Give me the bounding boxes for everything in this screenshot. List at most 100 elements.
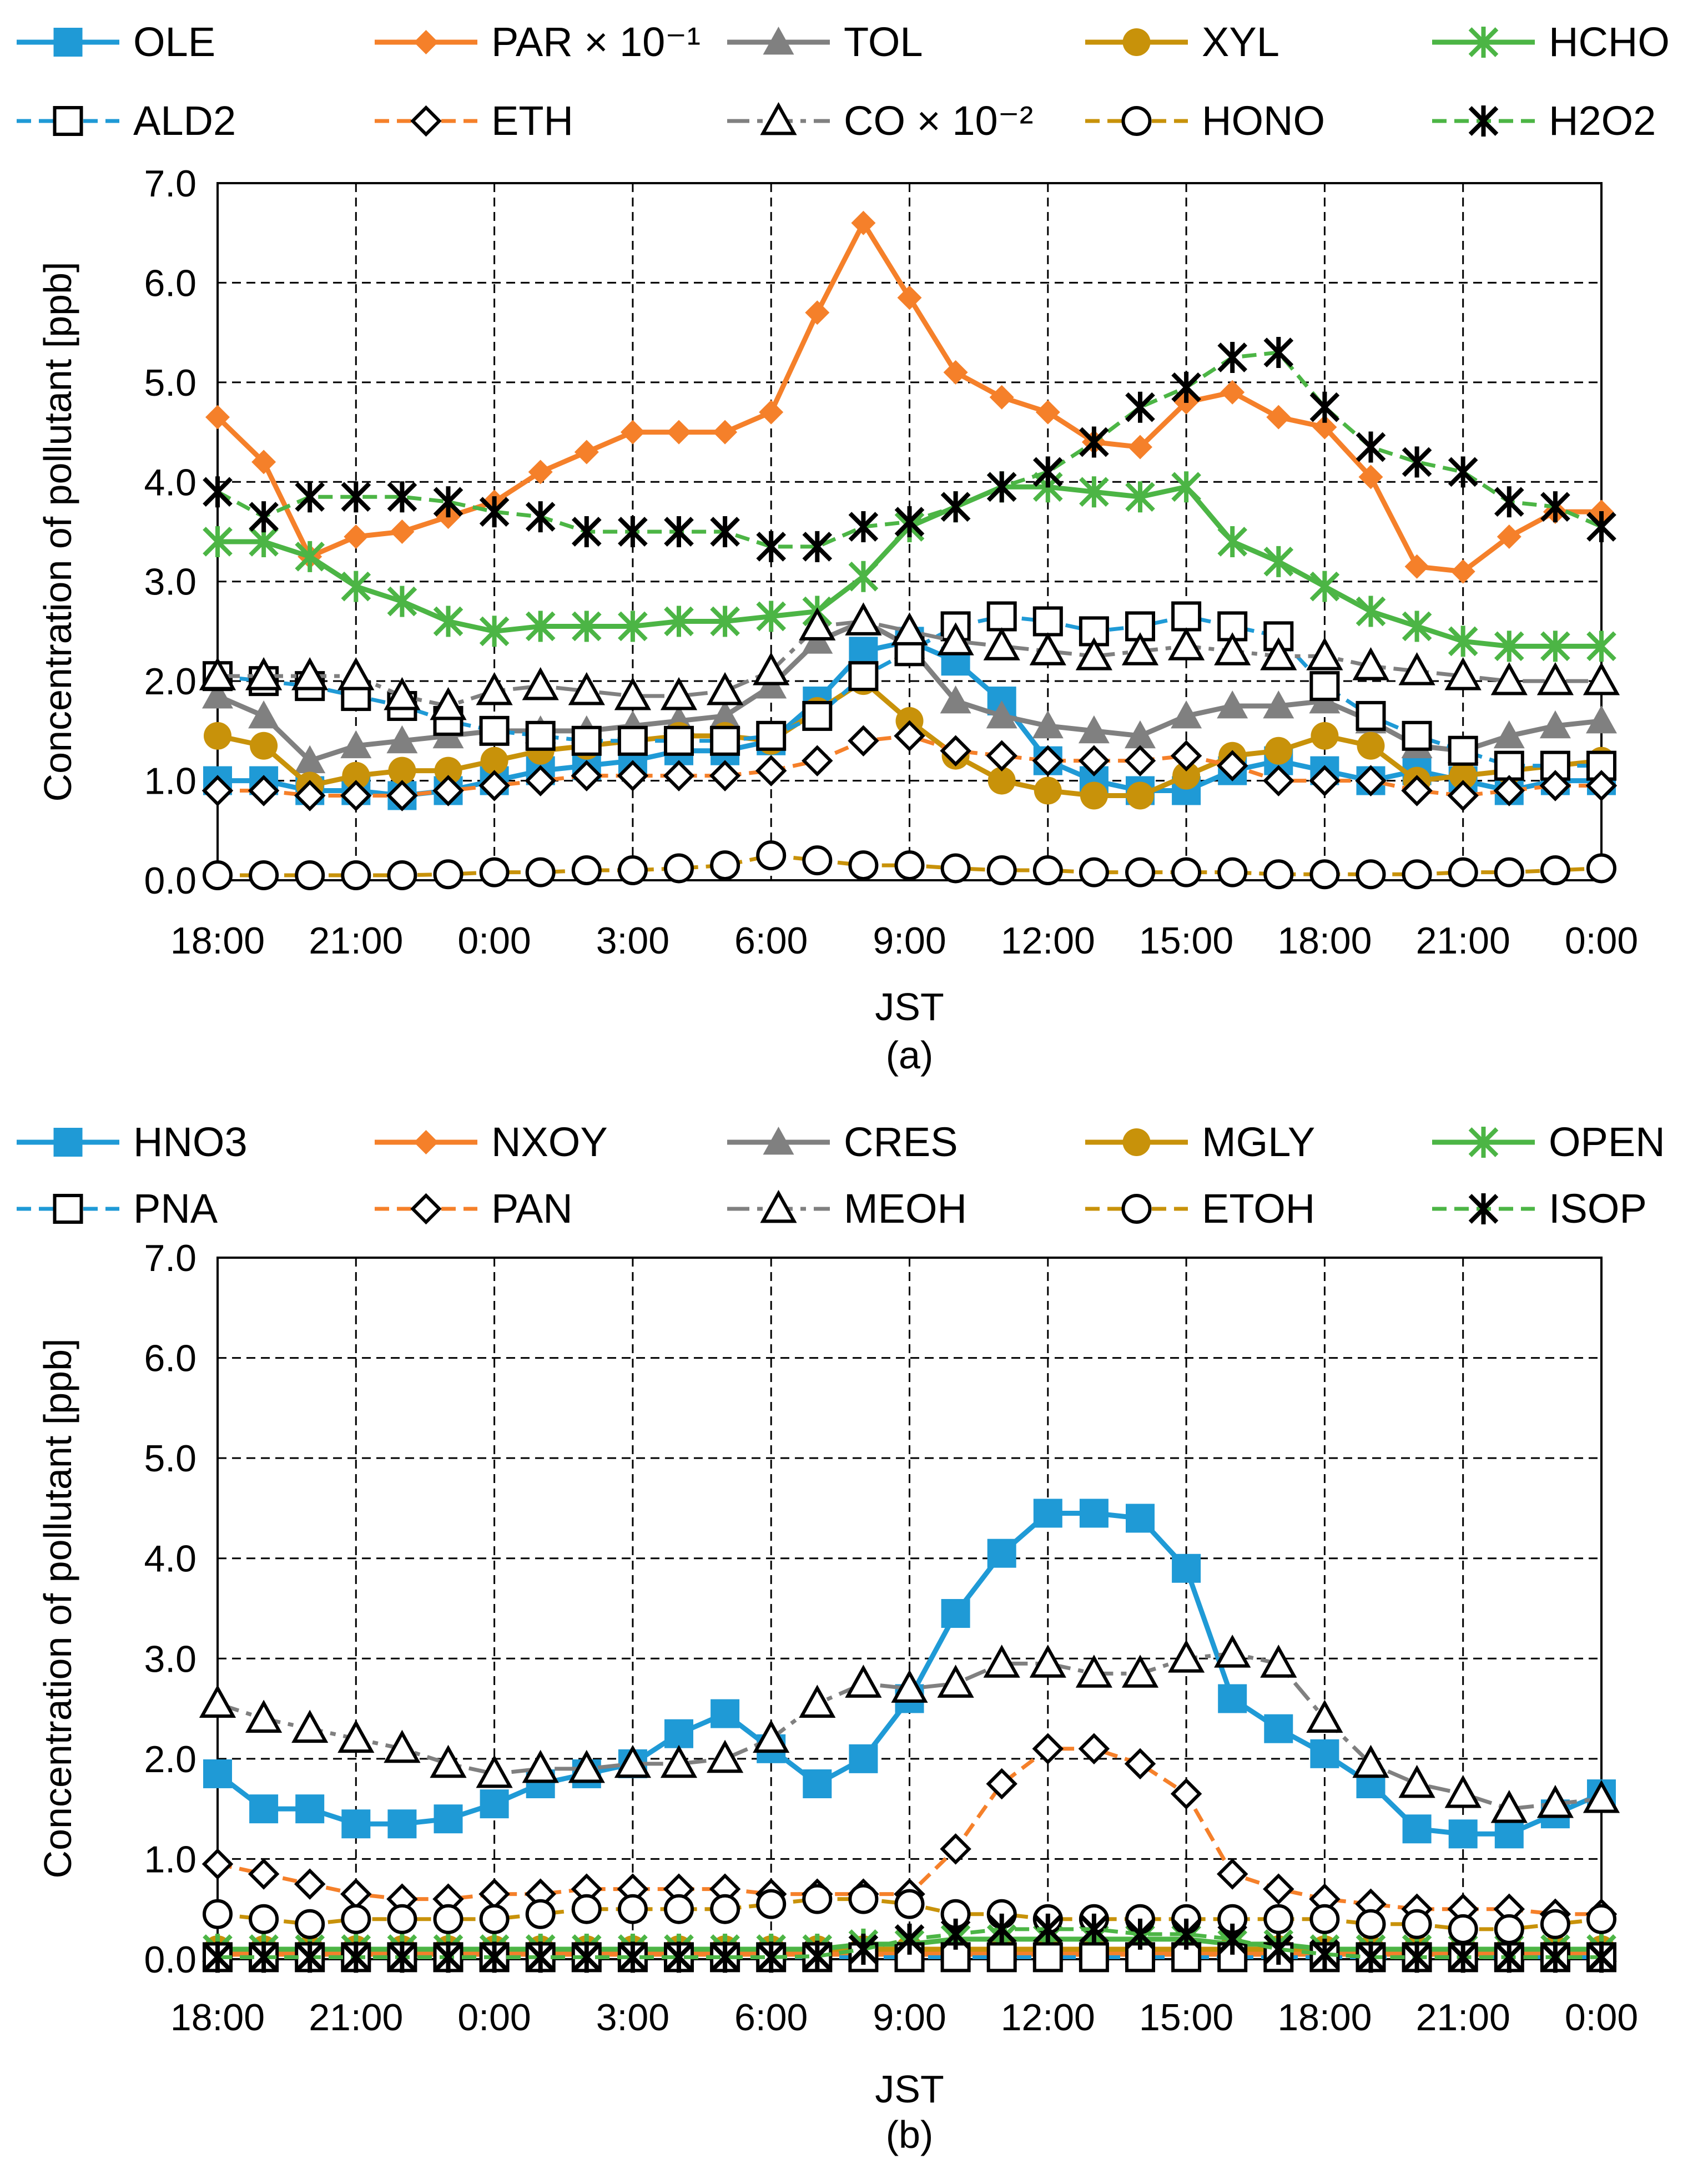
- data-point: [799, 1684, 836, 1718]
- legend-item: OPEN: [1432, 1119, 1665, 1165]
- data-point: [986, 700, 1017, 729]
- data-point: [937, 1664, 974, 1698]
- data-point: [1217, 1923, 1248, 1955]
- y-tick-label: 3.0: [144, 1638, 197, 1680]
- data-point: [430, 687, 467, 720]
- data-point: [1310, 1739, 1339, 1768]
- legend: OLE PAR × 10⁻¹ TOL XYL HCHO ALD2 ETH CO × 10⁻² H…: [17, 19, 1670, 144]
- data-point: [434, 756, 462, 785]
- y-tick-label: 1.0: [144, 760, 197, 803]
- data-point: [664, 853, 694, 884]
- legend-marker: [414, 1130, 439, 1154]
- data-point: [248, 775, 280, 806]
- data-point: [434, 1804, 463, 1834]
- data-point: [1125, 720, 1156, 749]
- data-point: [983, 1645, 1020, 1678]
- x-tick-label: 0:00: [457, 920, 531, 962]
- legend-label: MGLY: [1202, 1119, 1315, 1165]
- data-point: [387, 1809, 417, 1839]
- data-point: [940, 853, 971, 884]
- data-point: [1448, 626, 1478, 657]
- data-point: [1444, 1774, 1482, 1808]
- data-point: [664, 1941, 694, 1973]
- data-point: [1078, 1733, 1110, 1765]
- data-point: [203, 476, 233, 508]
- data-point: [664, 516, 694, 547]
- data-point: [1217, 690, 1248, 719]
- data-point: [1029, 632, 1066, 665]
- y-tick-label: 7.0: [144, 163, 197, 205]
- data-point: [660, 677, 698, 710]
- data-point: [384, 677, 421, 710]
- legend-item: PAN: [375, 1186, 573, 1232]
- data-point: [202, 680, 233, 709]
- data-point: [476, 1754, 513, 1788]
- data-point: [713, 420, 738, 445]
- data-point: [525, 611, 556, 642]
- data-point: [522, 1749, 559, 1783]
- data-point: [341, 1941, 371, 1973]
- data-point: [525, 501, 556, 533]
- x-tick-label: 15:00: [1139, 920, 1233, 962]
- data-point: [1220, 380, 1245, 405]
- data-point: [337, 1719, 375, 1753]
- legend: HNO3 NXOY CRES MGLY OPEN PNA PAN MEOH ETOH ISOP: [17, 1119, 1665, 1232]
- data-point: [1309, 765, 1341, 796]
- data-point: [986, 1768, 1017, 1800]
- x-tick-label: 12:00: [1001, 1996, 1095, 2039]
- x-tick-label: 0:00: [1565, 920, 1638, 962]
- data-point: [710, 1941, 740, 1973]
- data-point: [1402, 611, 1432, 642]
- legend-label: HCHO: [1549, 19, 1670, 65]
- data-point: [245, 1699, 283, 1733]
- data-point: [1263, 690, 1294, 719]
- data-point: [1075, 1655, 1112, 1688]
- data-point: [571, 760, 603, 791]
- legend-label: PAR × 10⁻¹: [491, 19, 701, 65]
- data-point: [1357, 732, 1385, 760]
- legend-item: HCHO: [1432, 19, 1670, 65]
- data-point: [618, 611, 648, 642]
- data-point: [340, 730, 372, 759]
- data-point: [1035, 400, 1060, 425]
- data-point: [845, 602, 882, 635]
- x-tick-label: 18:00: [1277, 920, 1372, 962]
- data-point: [1033, 1499, 1062, 1528]
- legend-item: ETH: [375, 98, 573, 144]
- legend-label: XYL: [1202, 19, 1279, 65]
- data-point: [479, 616, 510, 647]
- data-point: [617, 725, 648, 756]
- data-point: [618, 1941, 648, 1973]
- data-point: [478, 770, 510, 801]
- data-point: [986, 740, 1017, 771]
- legend-item: MEOH: [727, 1186, 967, 1232]
- data-point: [1263, 1904, 1294, 1934]
- legend-item: HNO3: [17, 1119, 248, 1165]
- data-point: [1216, 1858, 1248, 1890]
- data-point: [710, 725, 740, 756]
- legend-marker: [1468, 1127, 1499, 1158]
- data-point: [1171, 857, 1202, 887]
- data-point: [344, 524, 369, 549]
- data-point: [707, 672, 744, 705]
- data-point: [1171, 1918, 1201, 1950]
- data-point: [295, 481, 325, 513]
- legend-item: ALD2: [17, 98, 236, 144]
- data-point: [203, 1899, 233, 1929]
- data-point: [295, 541, 325, 572]
- legend-label: NXOY: [491, 1119, 608, 1165]
- y-tick-label: 5.0: [144, 1437, 197, 1480]
- data-point: [799, 607, 836, 640]
- data-point: [1306, 637, 1343, 670]
- data-point: [710, 606, 740, 637]
- data-point: [1032, 456, 1063, 488]
- data-point: [845, 1664, 882, 1698]
- data-point: [294, 780, 326, 811]
- data-point: [1356, 1941, 1386, 1973]
- data-point: [1402, 720, 1432, 751]
- data-point: [432, 775, 464, 806]
- data-point: [249, 1794, 279, 1824]
- data-point: [802, 745, 833, 776]
- data-point: [1309, 1938, 1340, 1970]
- data-point: [341, 481, 371, 513]
